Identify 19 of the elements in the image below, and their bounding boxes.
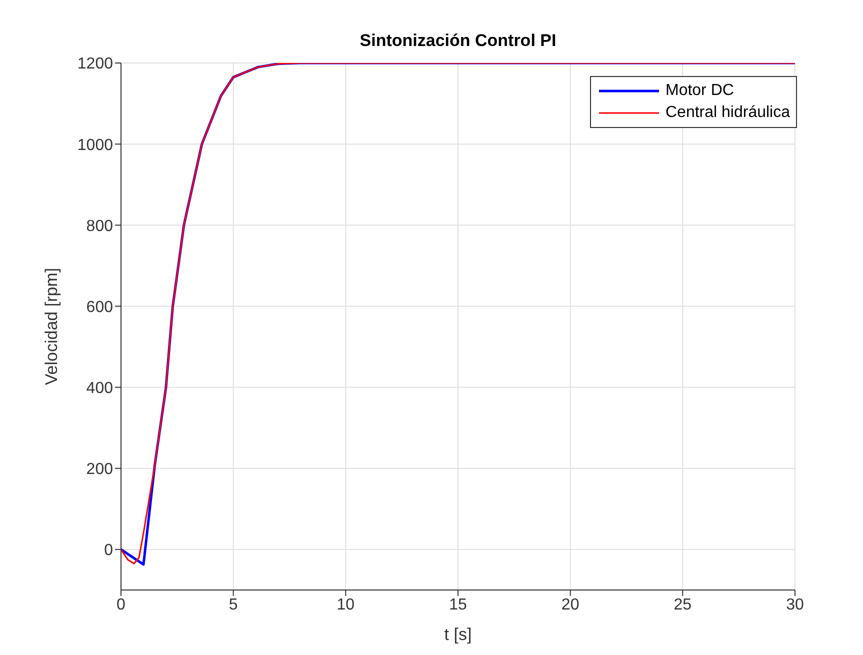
x-tick-label: 25 (674, 596, 692, 614)
y-tick-label: 0 (104, 542, 114, 560)
y-tick-label: 400 (86, 380, 114, 397)
x-tick-label: 30 (786, 596, 804, 614)
y-tick-label: 1000 (77, 136, 114, 154)
y-tick-label: 800 (86, 218, 114, 235)
x-tick-label: 0 (116, 596, 126, 614)
y-axis-title: Velocidad [rpm] (42, 268, 62, 386)
legend-label: Central hidráulica (665, 104, 790, 122)
x-tick-label: 5 (228, 596, 238, 614)
y-tick-label: 600 (86, 298, 114, 316)
x-axis-title: t [s] (444, 625, 472, 644)
x-tick-label: 20 (561, 596, 580, 614)
y-tick-label: 1200 (77, 56, 114, 73)
x-tick-label: 10 (336, 596, 355, 614)
y-tick-label: 200 (86, 461, 114, 478)
chart-title: Sintonización Control PI (360, 31, 556, 50)
legend-label: Motor DC (665, 82, 734, 100)
x-tick-label: 15 (449, 596, 467, 614)
